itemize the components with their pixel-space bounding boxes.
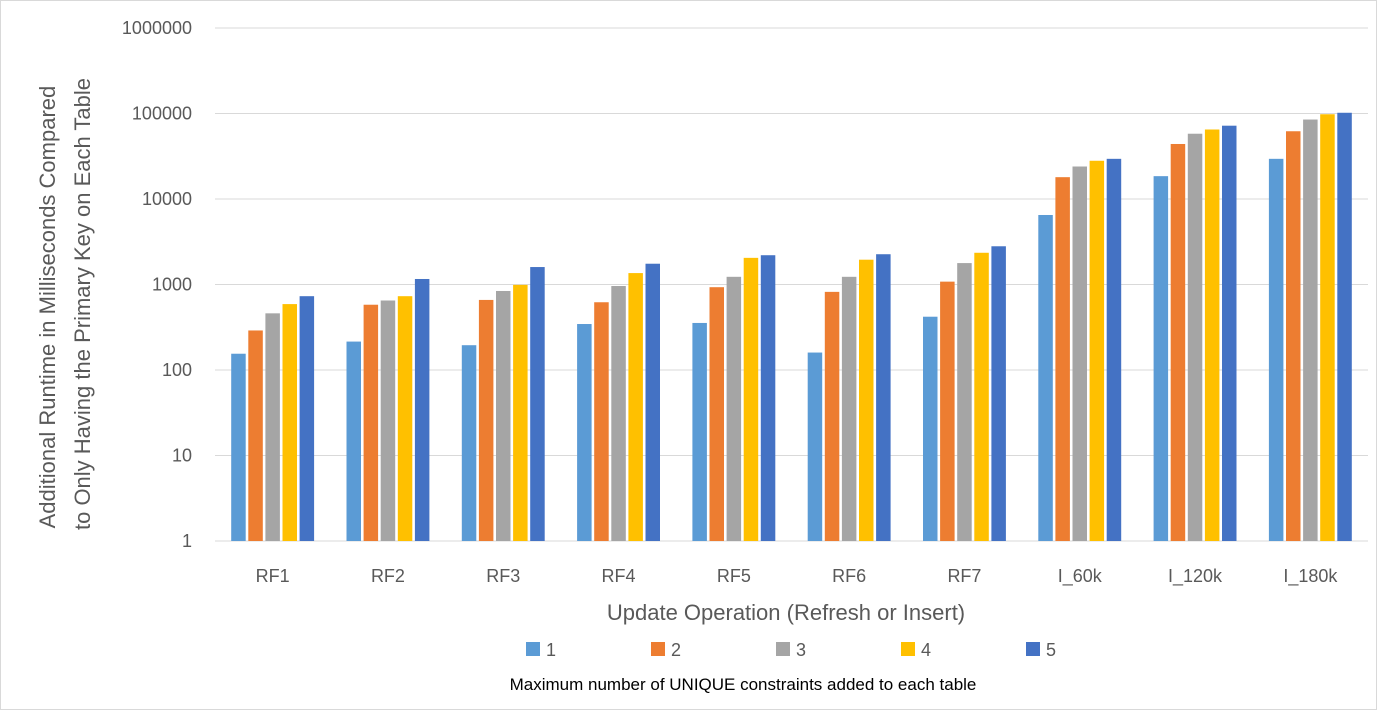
bar-I_180k-series-4 [1320, 114, 1335, 541]
bar-I_60k-series-1 [1038, 214, 1053, 541]
x-axis-title: Update Operation (Refresh or Insert) [607, 600, 965, 625]
y-tick-label: 1 [182, 531, 192, 551]
bar-RF5-series-4 [743, 257, 759, 541]
y-tick-label: 10000 [142, 189, 192, 209]
y-tick-label: 1000 [152, 275, 192, 295]
x-tick-label: RF3 [486, 566, 520, 586]
x-tick-label: I_120k [1168, 566, 1223, 587]
bar-RF2-series-4 [397, 296, 413, 541]
y-axis-title-line-2: to Only Having the Primary Key on Each T… [70, 78, 95, 530]
bar-RF6-series-3 [841, 276, 857, 541]
bar-I_120k-series-3 [1187, 133, 1203, 541]
bar-RF7-series-2 [940, 281, 955, 541]
bar-RF4-series-1 [577, 324, 592, 541]
y-tick-label: 100 [162, 360, 192, 380]
bar-I_60k-series-3 [1072, 166, 1087, 541]
bar-RF3-series-2 [478, 299, 494, 541]
y-axis-title: Additional Runtime in Milliseconds Compa… [35, 78, 95, 530]
bars [231, 112, 1352, 542]
bar-RF1-series-1 [231, 353, 246, 541]
y-tick-label: 10 [172, 446, 192, 466]
x-axis-tick-labels: RF1 RF2 RF3 RF4 RF5 RF6 RF7 I_60k I_120k I_180k [256, 566, 1339, 587]
legend: 1 2 3 4 5 [526, 640, 1056, 660]
y-axis-title-line-1: Additional Runtime in Milliseconds Compa… [35, 86, 60, 529]
legend-label-5: 5 [1046, 640, 1056, 660]
bar-RF1-series-3 [265, 313, 280, 541]
bar-RF1-series-5 [299, 296, 315, 541]
bar-RF4-series-2 [594, 302, 609, 541]
bar-RF2-series-5 [414, 278, 430, 541]
legend-title: Maximum number of UNIQUE constraints add… [510, 675, 977, 694]
bar-RF6-series-2 [824, 291, 840, 541]
bar-I_180k-series-3 [1303, 119, 1318, 542]
bar-I_180k-series-1 [1268, 158, 1284, 542]
bar-RF3-series-3 [496, 290, 511, 541]
bar-RF6-series-4 [859, 259, 874, 541]
legend-swatch-4 [901, 642, 915, 656]
bar-RF2-series-3 [380, 300, 396, 541]
x-tick-label: I_60k [1058, 566, 1103, 587]
legend-label-2: 2 [671, 640, 681, 660]
bar-RF4-series-4 [628, 273, 643, 541]
x-tick-label: RF1 [256, 566, 290, 586]
legend-label-1: 1 [546, 640, 556, 660]
x-tick-label: RF7 [947, 566, 981, 586]
bar-RF7-series-3 [957, 263, 972, 541]
bar-RF4-series-3 [611, 286, 626, 541]
bar-RF1-series-2 [248, 330, 263, 541]
bar-I_120k-series-2 [1170, 143, 1186, 541]
bar-RF7-series-4 [974, 252, 989, 542]
bar-RF2-series-1 [346, 341, 361, 541]
bar-RF3-series-5 [530, 267, 545, 541]
legend-swatch-2 [651, 642, 665, 656]
x-tick-label: RF2 [371, 566, 405, 586]
bar-I_120k-series-5 [1222, 125, 1237, 542]
bar-RF5-series-3 [726, 276, 742, 541]
bar-RF5-series-5 [760, 255, 776, 542]
y-tick-label: 1000000 [122, 18, 192, 38]
bar-I_60k-series-4 [1089, 160, 1105, 541]
legend-swatch-3 [776, 642, 790, 656]
bar-RF3-series-1 [461, 345, 477, 541]
x-tick-label: RF6 [832, 566, 866, 586]
bar-RF4-series-5 [645, 263, 660, 541]
y-axis-tick-labels: 1 10 100 1000 10000 100000 1000000 [122, 18, 192, 551]
legend-swatch-5 [1026, 642, 1040, 656]
bar-I_180k-series-5 [1337, 112, 1352, 542]
x-tick-label: I_180k [1283, 566, 1338, 587]
legend-label-4: 4 [921, 640, 931, 660]
bar-I_120k-series-1 [1153, 176, 1169, 542]
bar-I_60k-series-5 [1106, 158, 1122, 542]
x-tick-label: RF4 [602, 566, 636, 586]
bar-RF1-series-4 [282, 304, 297, 541]
x-tick-label: RF5 [717, 566, 751, 586]
bar-RF3-series-4 [513, 284, 528, 541]
bar-RF5-series-1 [692, 322, 707, 541]
bar-I_120k-series-4 [1204, 129, 1220, 541]
bar-I_180k-series-2 [1286, 131, 1301, 542]
bar-RF6-series-5 [876, 254, 891, 541]
legend-swatch-1 [526, 642, 540, 656]
bar-RF7-series-5 [991, 246, 1006, 541]
bar-RF2-series-2 [363, 304, 379, 541]
bar-RF6-series-1 [807, 352, 823, 541]
y-tick-label: 100000 [132, 104, 192, 124]
bar-RF5-series-2 [709, 287, 724, 541]
legend-label-3: 3 [796, 640, 806, 660]
bar-I_60k-series-2 [1055, 177, 1070, 541]
bar-RF7-series-1 [923, 316, 938, 541]
